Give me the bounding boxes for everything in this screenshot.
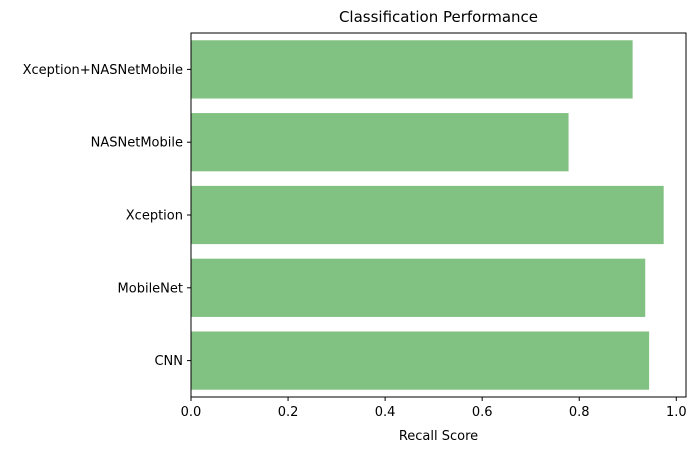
x-axis-title: Recall Score [399, 429, 478, 444]
y-tick-label: MobileNet [118, 281, 183, 296]
x-tick-label: 1.0 [666, 405, 687, 420]
y-tick-label: NASNetMobile [91, 136, 183, 151]
x-tick-label: 0.6 [472, 405, 493, 420]
plot-frame [190, 32, 687, 398]
chart-title: Classification Performance [339, 8, 538, 26]
bar-cnn [191, 331, 650, 390]
y-tick-label: Xception [126, 209, 183, 224]
y-tick-label: CNN [154, 354, 183, 369]
x-axis-ticks: 0.0 0.2 0.4 0.6 0.8 1.0 [181, 397, 687, 420]
bar-nasnetmobile [191, 113, 569, 172]
x-tick-label: 0.8 [569, 405, 590, 420]
y-tick-label: Xception+NASNetMobile [23, 63, 183, 78]
bar-xception-nasnetmobile [191, 40, 633, 99]
bars-group [191, 40, 664, 390]
x-tick-label: 0.0 [181, 405, 202, 420]
y-axis-ticks: CNN MobileNet Xception NASNetMobile Xception… [23, 63, 191, 369]
bar-mobilenet [191, 258, 646, 317]
x-tick-label: 0.4 [375, 405, 396, 420]
bar-xception [191, 185, 664, 245]
x-tick-label: 0.2 [278, 405, 299, 420]
